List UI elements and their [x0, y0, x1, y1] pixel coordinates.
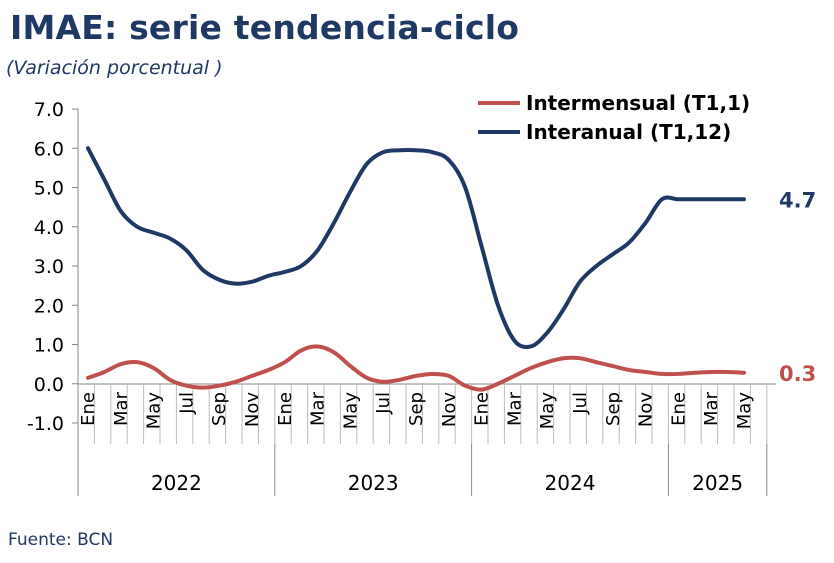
y-tick-label: 7.0 — [34, 99, 64, 121]
y-tick-label: 3.0 — [34, 256, 64, 278]
y-tick-label: -1.0 — [27, 413, 64, 435]
y-tick-label: 5.0 — [34, 178, 64, 200]
year-label: 2022 — [151, 471, 202, 495]
x-tick-label: Ene — [668, 392, 689, 426]
legend-label-intermensual: Intermensual (T1,1) — [526, 91, 750, 115]
x-tick-label: Nov — [242, 392, 263, 427]
y-tick-label: 2.0 — [34, 295, 64, 317]
end-labels: 0.3 4.7 — [779, 188, 816, 385]
series-line-interanual — [86, 146, 746, 350]
year-label: 2023 — [348, 471, 399, 495]
y-tick-label: 1.0 — [34, 335, 64, 357]
x-axis: Ene Mar May Jul Sep Nov Ene Mar May Jul Sep Nov Ene M… — [77, 383, 776, 496]
source-note: Fuente: BCN — [8, 530, 114, 550]
x-tick-label: May — [144, 392, 165, 430]
x-tick-label: Mar — [701, 391, 722, 426]
year-label: 2025 — [692, 471, 743, 495]
x-tick-label: Mar — [504, 391, 525, 426]
x-tick-label: Sep — [406, 392, 427, 426]
x-tick-label: Sep — [209, 392, 230, 426]
x-tick-label: Sep — [603, 392, 624, 426]
x-tick-label: Mar — [111, 391, 132, 426]
x-tick-label: May — [537, 392, 558, 430]
legend-label-interanual: Interanual (T1,12) — [526, 120, 731, 144]
legend: Intermensual (T1,1) Interanual (T1,12) — [478, 91, 750, 144]
chart-title: IMAE: serie tendencia-ciclo — [10, 8, 520, 47]
x-tick-label: Ene — [472, 392, 493, 426]
chart-subtitle: (Variación porcentual ) — [6, 57, 223, 79]
y-tick-label: 0.0 — [34, 374, 64, 396]
x-tick-label: Mar — [308, 391, 329, 426]
x-tick-label: Nov — [439, 392, 460, 427]
x-tick-label: May — [734, 392, 755, 430]
x-tick-label: May — [340, 392, 361, 430]
end-label-intermensual: 0.3 — [779, 362, 816, 386]
y-axis: 7.0 6.0 5.0 4.0 3.0 2.0 1.0 0.0 -1.0 — [27, 99, 79, 435]
series-layer — [86, 146, 746, 392]
x-tick-label: Jul — [373, 392, 394, 415]
series-line-intermensual — [86, 344, 746, 392]
x-tick-label: Ene — [78, 392, 99, 426]
x-tick-label: Nov — [636, 392, 657, 427]
x-tick-label: Jul — [176, 392, 197, 415]
end-label-interanual: 4.7 — [779, 188, 816, 212]
x-tick-label: Jul — [570, 392, 591, 415]
year-label: 2024 — [545, 471, 596, 495]
x-tick-label: Ene — [275, 392, 296, 426]
line-chart: 7.0 6.0 5.0 4.0 3.0 2.0 1.0 0.0 -1.0 Ene Mar May Ju… — [27, 91, 816, 496]
y-tick-label: 6.0 — [34, 138, 64, 160]
y-tick-label: 4.0 — [34, 217, 64, 239]
